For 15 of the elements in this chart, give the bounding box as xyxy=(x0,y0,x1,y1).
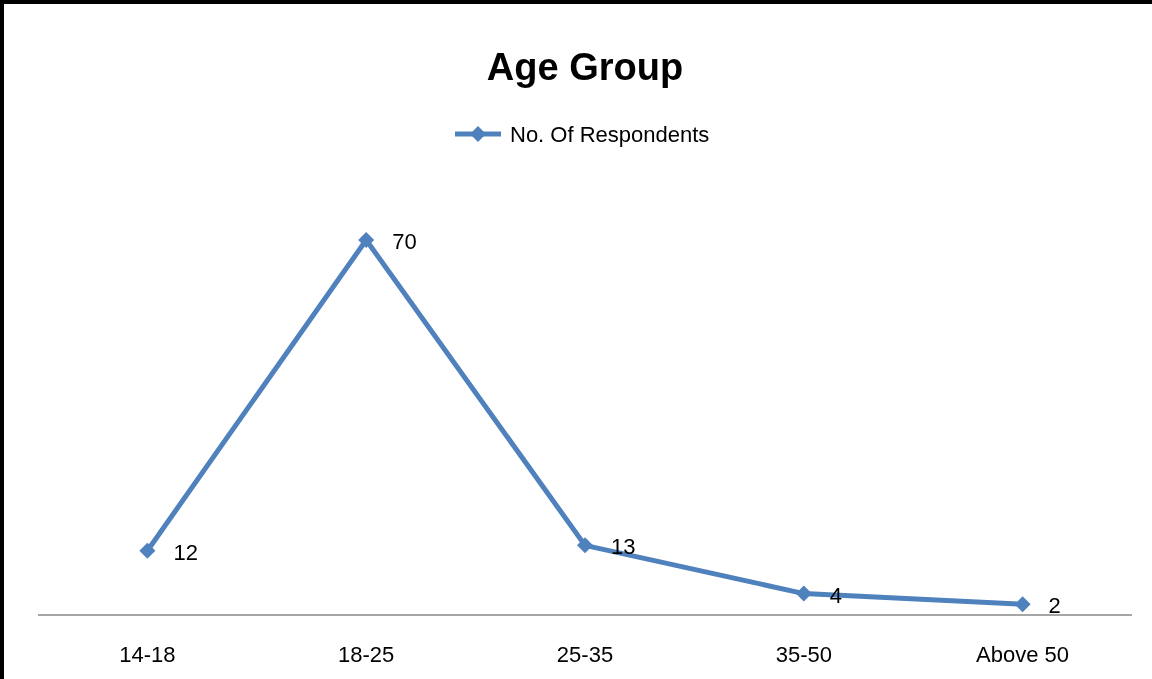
legend-label: No. Of Respondents xyxy=(510,122,710,147)
data-label: 2 xyxy=(1048,593,1061,619)
x-tick-label: 25-35 xyxy=(556,642,614,667)
data-label: 70 xyxy=(392,229,417,254)
x-tick-label: 14-18 xyxy=(119,642,176,667)
x-tick-label: 18-25 xyxy=(338,642,395,667)
point xyxy=(139,542,156,559)
point xyxy=(358,232,375,248)
data-label: 12 xyxy=(173,539,198,565)
point xyxy=(577,537,593,554)
x-tick-label: 35-50 xyxy=(775,642,832,667)
point xyxy=(795,585,812,602)
x-tick-label: Above 50 xyxy=(976,642,1070,667)
chart-title: Age Group xyxy=(486,46,684,88)
point xyxy=(1014,596,1031,613)
